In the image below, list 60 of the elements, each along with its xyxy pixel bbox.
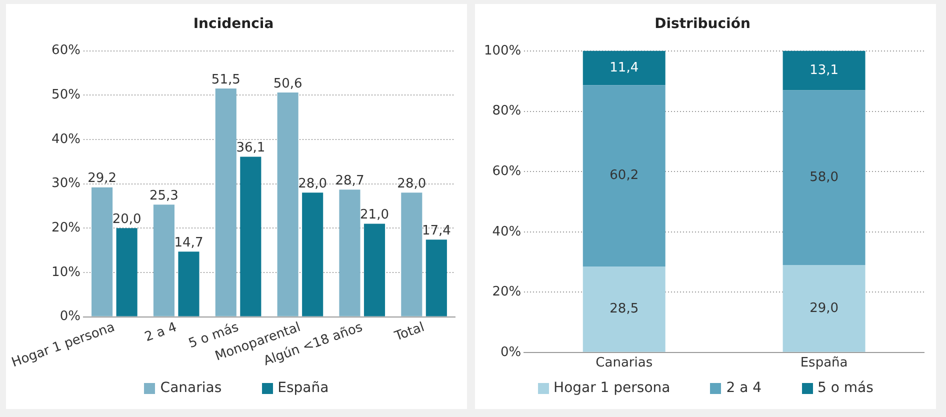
- bar: [92, 187, 113, 316]
- bar: [178, 252, 200, 316]
- data-label: 58,0: [810, 170, 839, 186]
- y-tick-label: 60%: [52, 43, 80, 58]
- x-tick-label: Total: [392, 320, 427, 345]
- data-label: 28,0: [298, 176, 328, 192]
- y-tick-label: 50%: [52, 88, 80, 103]
- data-label: 51,5: [211, 72, 240, 88]
- y-tick-label: 10%: [52, 264, 80, 280]
- data-label: 14,7: [174, 236, 204, 251]
- data-label: 20,0: [112, 212, 142, 228]
- y-tick-label: 20%: [52, 220, 80, 236]
- bar: [277, 92, 298, 316]
- bar: [240, 156, 262, 316]
- data-label: 13,1: [810, 62, 839, 78]
- bar: [302, 192, 324, 316]
- bar: [215, 88, 236, 316]
- legend-label: Canarias: [160, 380, 222, 396]
- bar: [782, 90, 866, 266]
- bar: [426, 240, 447, 316]
- data-label: 50,6: [273, 76, 302, 92]
- bar: [582, 50, 666, 86]
- y-tick-label: 40%: [492, 224, 522, 240]
- y-tick-label: 80%: [492, 104, 522, 119]
- bar: [116, 228, 138, 316]
- legend-label: España: [278, 380, 329, 396]
- data-label: 28,7: [335, 173, 364, 188]
- bar: [582, 85, 666, 267]
- y-tick-label: 60%: [492, 164, 522, 179]
- data-label: 29,0: [810, 300, 839, 316]
- bar: [401, 192, 422, 316]
- y-tick-label: 40%: [52, 132, 80, 147]
- chart-title: Distribución: [654, 16, 750, 32]
- data-label: 28,5: [610, 302, 639, 317]
- y-tick-label: 100%: [484, 43, 522, 58]
- y-tick-label: 0%: [60, 309, 80, 324]
- data-label: 36,1: [236, 140, 266, 156]
- bar: [153, 204, 174, 316]
- bar: [782, 50, 866, 90]
- data-label: 11,4: [610, 60, 639, 76]
- data-label: 29,2: [88, 171, 117, 186]
- data-label: 17,4: [422, 224, 451, 239]
- chart-title: Incidencia: [193, 16, 274, 32]
- data-label: 28,0: [397, 176, 426, 192]
- x-tick-label: España: [800, 356, 848, 371]
- y-tick-label: 30%: [52, 176, 80, 192]
- data-label: 21,0: [360, 208, 389, 223]
- legend-label: 5 o más: [818, 380, 874, 396]
- legend-label: 2 a 4: [726, 380, 762, 396]
- legend-label: Hogar 1 persona: [554, 380, 670, 396]
- bar: [364, 224, 386, 316]
- y-tick-label: 20%: [492, 284, 522, 300]
- bar: [582, 266, 666, 352]
- y-tick-label: 0%: [500, 344, 522, 360]
- data-label: 25,3: [149, 188, 178, 204]
- x-tick-label: 2 a 4: [142, 320, 179, 346]
- x-tick-label: Canarias: [596, 356, 653, 371]
- bar: [782, 265, 866, 352]
- data-label: 60,2: [610, 168, 639, 184]
- bar: [339, 190, 360, 316]
